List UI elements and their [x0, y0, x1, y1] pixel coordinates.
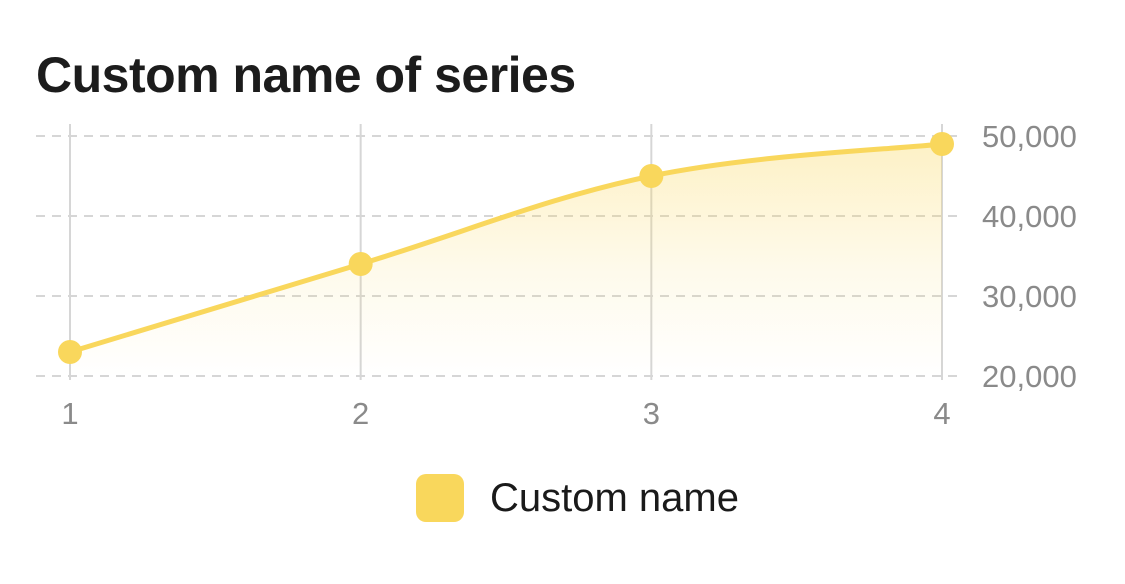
- data-point: [639, 164, 664, 188]
- data-point: [58, 340, 82, 364]
- series-area: [70, 144, 942, 376]
- x-tick-label: 4: [933, 396, 950, 431]
- y-tick-label: 50,000: [982, 119, 1077, 154]
- y-tick-label: 20,000: [982, 359, 1077, 394]
- data-point: [348, 252, 373, 276]
- series-line: [67, 141, 945, 355]
- legend-swatch: [416, 474, 464, 522]
- chart-plot: 20,000 30,000 40,000 50,000 1 2 3 4: [36, 119, 1077, 431]
- data-point: [930, 132, 954, 156]
- y-tick-label: 40,000: [982, 199, 1077, 234]
- legend-label: Custom name: [490, 475, 739, 520]
- x-tick-label: 2: [352, 396, 369, 431]
- x-tick-label: 1: [61, 396, 78, 431]
- legend: Custom name: [0, 474, 1125, 522]
- chart-title: Custom name of series: [36, 47, 576, 103]
- x-tick-label: 3: [643, 396, 660, 431]
- y-tick-label: 30,000: [982, 279, 1077, 314]
